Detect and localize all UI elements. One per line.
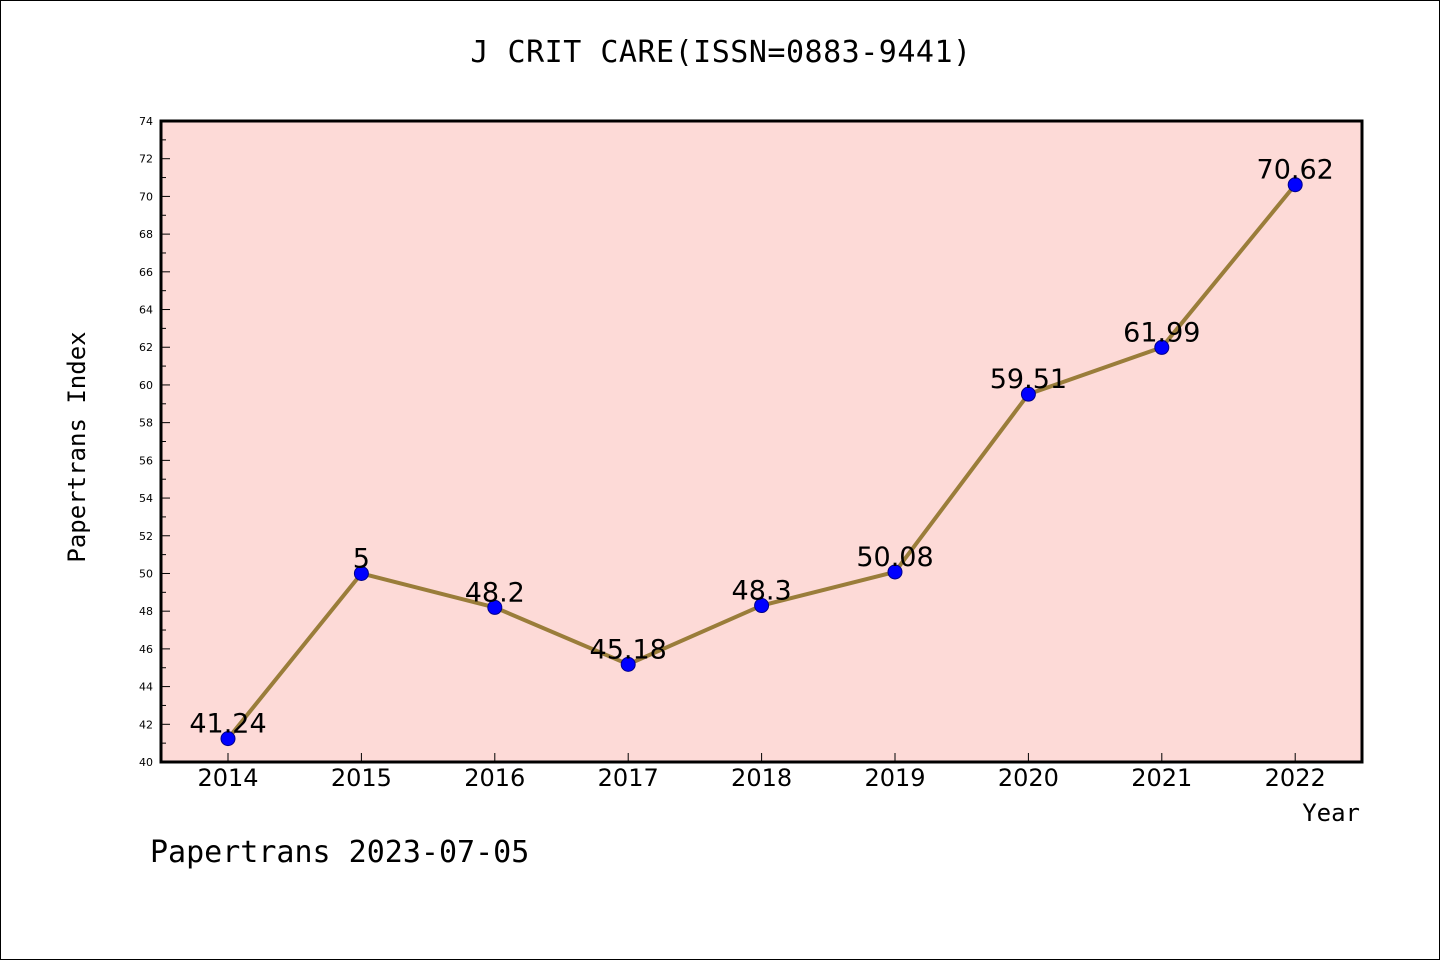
y-tick-label: 66 [139, 266, 153, 279]
x-tick-label: 2019 [864, 764, 925, 792]
data-label: 50.08 [856, 542, 933, 573]
data-label: 45.18 [590, 634, 667, 665]
y-tick-label: 48 [139, 605, 153, 618]
y-tick-label: 52 [139, 530, 153, 543]
data-point [1154, 339, 1170, 355]
data-label: 5 [353, 543, 370, 574]
data-label: 48.2 [465, 577, 525, 608]
data-label: 41.24 [189, 709, 266, 740]
x-axis-label: Year [1302, 799, 1360, 827]
data-label: 48.3 [732, 576, 792, 607]
data-label: 70.62 [1257, 155, 1334, 186]
y-tick-label: 50 [139, 567, 153, 580]
data-point [887, 564, 903, 580]
plot-border [159, 119, 1364, 764]
y-tick-label: 58 [139, 417, 153, 430]
x-tick-label: 2020 [998, 764, 1059, 792]
y-tick-label: 74 [139, 115, 153, 128]
x-tick-label: 2017 [598, 764, 659, 792]
y-tick-label: 68 [139, 228, 153, 241]
y-tick-label: 60 [139, 379, 153, 392]
x-tick-label: 2021 [1131, 764, 1192, 792]
y-tick-label: 56 [139, 454, 153, 467]
y-tick-label: 54 [139, 492, 153, 505]
y-tick-label: 42 [139, 718, 153, 731]
y-tick-label: 70 [139, 190, 153, 203]
y-tick-label: 44 [139, 681, 153, 694]
data-point [754, 598, 770, 614]
y-tick-label: 64 [139, 304, 153, 317]
y-axis-label: Papertrans Index [63, 331, 91, 562]
y-tick-label: 72 [139, 153, 153, 166]
x-tick-label: 2015 [331, 764, 392, 792]
plot-area [161, 121, 1362, 762]
data-point [620, 656, 636, 672]
y-tick-label: 62 [139, 341, 153, 354]
data-point [1287, 177, 1303, 193]
data-point [220, 731, 236, 747]
x-tick-label: 2022 [1265, 764, 1326, 792]
x-tick-label: 2018 [731, 764, 792, 792]
footer-watermark: Papertrans 2023-07-05 [150, 835, 530, 870]
data-label: 59.51 [990, 364, 1067, 395]
data-point [1020, 386, 1036, 402]
x-tick-label: 2014 [197, 764, 258, 792]
data-point [487, 599, 503, 615]
y-tick-label: 46 [139, 643, 153, 656]
data-point [353, 565, 369, 581]
x-tick-label: 2016 [464, 764, 525, 792]
y-tick-label: 40 [139, 756, 153, 769]
data-label: 61.99 [1123, 317, 1200, 348]
chart-title: J CRIT CARE(ISSN=0883-9441) [470, 35, 972, 70]
